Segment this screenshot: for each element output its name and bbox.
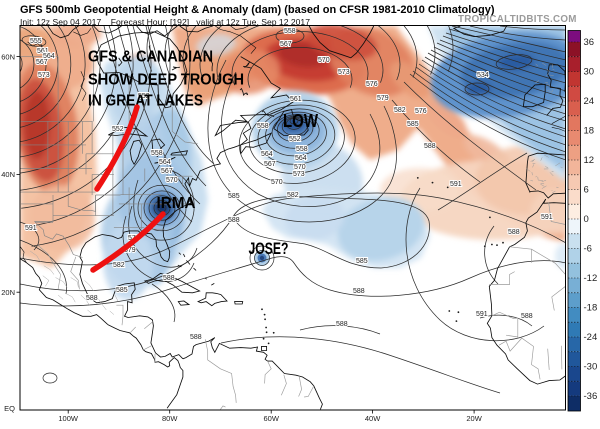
svg-text:558: 558	[257, 123, 269, 130]
svg-text:JOSE?: JOSE?	[249, 239, 289, 258]
svg-text:564: 564	[43, 53, 55, 60]
svg-text:591: 591	[541, 214, 553, 221]
svg-text:561: 561	[290, 96, 302, 103]
svg-text:573: 573	[338, 69, 350, 76]
svg-text:564: 564	[295, 155, 307, 162]
svg-text:582: 582	[287, 192, 299, 199]
svg-text:6: 6	[584, 185, 589, 196]
svg-text:552: 552	[112, 126, 124, 133]
svg-text:GFS & CANADIAN: GFS & CANADIAN	[88, 49, 213, 66]
svg-text:-36: -36	[584, 391, 598, 402]
svg-text:570: 570	[294, 164, 306, 171]
svg-text:588: 588	[508, 229, 520, 236]
svg-text:555: 555	[30, 38, 42, 45]
svg-text:40W: 40W	[365, 414, 381, 423]
svg-text:573: 573	[38, 72, 50, 79]
svg-text:IN GREAT LAKES: IN GREAT LAKES	[88, 92, 203, 109]
svg-text:552: 552	[138, 93, 150, 100]
svg-text:0: 0	[584, 214, 589, 225]
svg-text:591: 591	[25, 225, 37, 232]
svg-text:EQ: EQ	[4, 404, 15, 413]
svg-text:585: 585	[116, 287, 128, 294]
svg-text:30: 30	[584, 67, 595, 78]
svg-text:20W: 20W	[466, 414, 482, 423]
svg-text:570: 570	[166, 177, 178, 184]
svg-text:100W: 100W	[58, 414, 79, 423]
svg-text:564: 564	[159, 159, 171, 166]
svg-text:588: 588	[521, 313, 533, 320]
svg-text:567: 567	[161, 168, 173, 175]
svg-text:-18: -18	[584, 303, 598, 314]
svg-text:IRMA: IRMA	[157, 195, 196, 212]
svg-text:588: 588	[190, 334, 202, 341]
svg-text:-12: -12	[584, 273, 598, 284]
svg-text:579: 579	[377, 95, 389, 102]
svg-text:570: 570	[271, 179, 283, 186]
svg-text:552: 552	[289, 136, 301, 143]
svg-text:567: 567	[280, 41, 292, 48]
svg-text:564: 564	[261, 151, 273, 158]
svg-text:36: 36	[584, 37, 595, 48]
svg-text:588: 588	[336, 321, 348, 328]
svg-text:585: 585	[356, 258, 368, 265]
svg-text:60W: 60W	[263, 414, 279, 423]
svg-text:582: 582	[113, 262, 125, 269]
svg-text:20N: 20N	[1, 288, 15, 297]
svg-text:585: 585	[407, 121, 419, 128]
svg-text:558: 558	[296, 146, 308, 153]
svg-text:LOW: LOW	[283, 111, 318, 131]
svg-text:SHOW DEEP TROUGH: SHOW DEEP TROUGH	[88, 72, 244, 89]
svg-text:576: 576	[415, 108, 427, 115]
svg-text:588: 588	[228, 217, 240, 224]
svg-text:588: 588	[353, 288, 365, 295]
svg-text:12: 12	[584, 155, 595, 166]
svg-text:588: 588	[86, 295, 98, 302]
svg-text:567: 567	[264, 161, 276, 168]
svg-text:582: 582	[394, 107, 406, 114]
svg-text:573: 573	[293, 171, 305, 178]
svg-text:-6: -6	[584, 244, 592, 255]
svg-text:570: 570	[318, 57, 330, 64]
svg-text:591: 591	[450, 181, 462, 188]
svg-text:24: 24	[584, 96, 595, 107]
svg-text:558: 558	[151, 150, 163, 157]
svg-text:588: 588	[424, 143, 436, 150]
svg-text:585: 585	[228, 193, 240, 200]
svg-text:80W: 80W	[162, 414, 178, 423]
svg-text:588: 588	[163, 275, 175, 282]
svg-text:-24: -24	[584, 332, 598, 343]
svg-text:561: 561	[37, 48, 49, 55]
svg-text:60N: 60N	[1, 52, 15, 61]
svg-text:567: 567	[36, 59, 48, 66]
svg-text:40N: 40N	[1, 170, 15, 179]
svg-text:18: 18	[584, 126, 595, 137]
svg-text:591: 591	[476, 311, 488, 318]
svg-text:579: 579	[124, 247, 136, 254]
svg-text:-30: -30	[584, 362, 598, 373]
svg-text:534: 534	[477, 72, 489, 79]
svg-text:558: 558	[284, 28, 296, 35]
svg-text:576: 576	[366, 81, 378, 88]
